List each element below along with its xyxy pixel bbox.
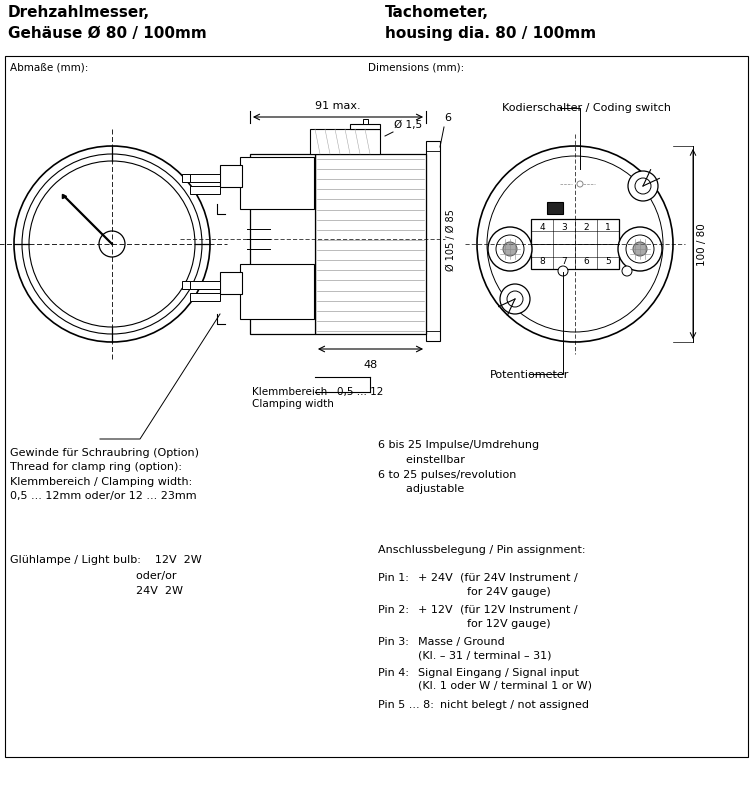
Text: Pin 5 ... 8:: Pin 5 ... 8: [378,699,434,709]
Text: 6 bis 25 Impulse/Umdrehung
        einstellbar
6 to 25 pulses/revolution
       : 6 bis 25 Impulse/Umdrehung einstellbar 6… [378,440,539,494]
Text: 6: 6 [444,113,451,122]
Circle shape [496,236,524,264]
Text: 4: 4 [539,223,545,232]
Bar [531,220,619,270]
Text: Dimensions (mm):: Dimensions (mm): [368,63,464,73]
Text: nicht belegt / not assigned: nicht belegt / not assigned [440,699,589,709]
Text: Ø 105 / Ø 85: Ø 105 / Ø 85 [446,208,456,271]
Text: Masse / Ground: Masse / Ground [418,636,505,646]
Text: Clamping width: Clamping width [252,398,334,409]
Circle shape [622,267,632,277]
Bar [190,187,220,195]
Text: Pin 3:: Pin 3: [378,636,409,646]
Text: Abmaße (mm):: Abmaße (mm): [10,63,88,73]
Text: (Kl. – 31 / terminal – 31): (Kl. – 31 / terminal – 31) [418,650,551,660]
Bar [220,272,242,294]
Text: Ø 1,5: Ø 1,5 [394,120,422,130]
Bar [426,142,440,341]
Text: 8: 8 [539,257,545,266]
Text: Potentiometer: Potentiometer [490,370,569,380]
Bar [240,264,314,320]
Text: (Kl. 1 oder W / terminal 1 or W): (Kl. 1 oder W / terminal 1 or W) [418,680,592,690]
Circle shape [503,242,517,257]
Text: Kodierschalter / Coding switch: Kodierschalter / Coding switch [502,103,671,113]
Bar [547,203,563,215]
Text: 100 / 80: 100 / 80 [697,223,707,266]
Circle shape [633,242,647,257]
Circle shape [628,172,658,202]
Bar [363,120,368,125]
Text: + 12V: + 12V [418,604,453,614]
Text: Tachometer,
housing dia. 80 / 100mm: Tachometer, housing dia. 80 / 100mm [385,5,596,41]
Bar [190,281,220,290]
Text: 5: 5 [605,257,611,266]
Text: Signal Eingang / Signal input: Signal Eingang / Signal input [418,667,579,677]
Text: Glühlampe / Light bulb:    12V  2W
                                    oder/or
 : Glühlampe / Light bulb: 12V 2W oder/or [10,554,202,595]
Bar [190,175,220,182]
Text: Pin 4:: Pin 4: [378,667,409,677]
Text: 6: 6 [583,257,589,266]
Bar [310,130,380,155]
Text: Pin 1:: Pin 1: [378,573,409,582]
Text: Klemmbereich   0,5 ... 12: Klemmbereich 0,5 ... 12 [252,387,384,397]
Text: Pin 2:: Pin 2: [378,604,409,614]
Bar [5,57,748,757]
Bar [250,155,315,335]
Circle shape [635,178,651,195]
Text: 7: 7 [561,257,567,266]
Bar [182,175,190,182]
Bar [182,281,190,290]
Text: (für 12V Instrument /
  for 12V gauge): (für 12V Instrument / for 12V gauge) [460,604,578,629]
Circle shape [500,285,530,315]
Text: Gewinde für Schraubring (Option)
Thread for clamp ring (option):
Klemmbereich / : Gewinde für Schraubring (Option) Thread … [10,448,199,500]
Circle shape [626,236,654,264]
Circle shape [507,292,523,307]
Bar [190,294,220,302]
Text: Anschlussbelegung / Pin assignment:: Anschlussbelegung / Pin assignment: [378,544,585,554]
Bar [240,158,314,210]
Text: 3: 3 [561,223,567,232]
Bar [220,165,242,188]
Bar [350,125,380,130]
Text: 1: 1 [605,223,611,232]
Text: Drehzahlmesser,
Gehäuse Ø 80 / 100mm: Drehzahlmesser, Gehäuse Ø 80 / 100mm [8,5,207,41]
Circle shape [558,267,568,277]
Circle shape [618,228,662,272]
Text: 91 max.: 91 max. [315,101,361,111]
Circle shape [488,228,532,272]
Text: 48: 48 [363,359,378,370]
Bar [315,155,426,335]
Text: + 24V: + 24V [418,573,453,582]
Text: (für 24V Instrument /
  for 24V gauge): (für 24V Instrument / for 24V gauge) [460,573,578,596]
Circle shape [577,182,583,188]
Text: 2: 2 [583,223,589,232]
